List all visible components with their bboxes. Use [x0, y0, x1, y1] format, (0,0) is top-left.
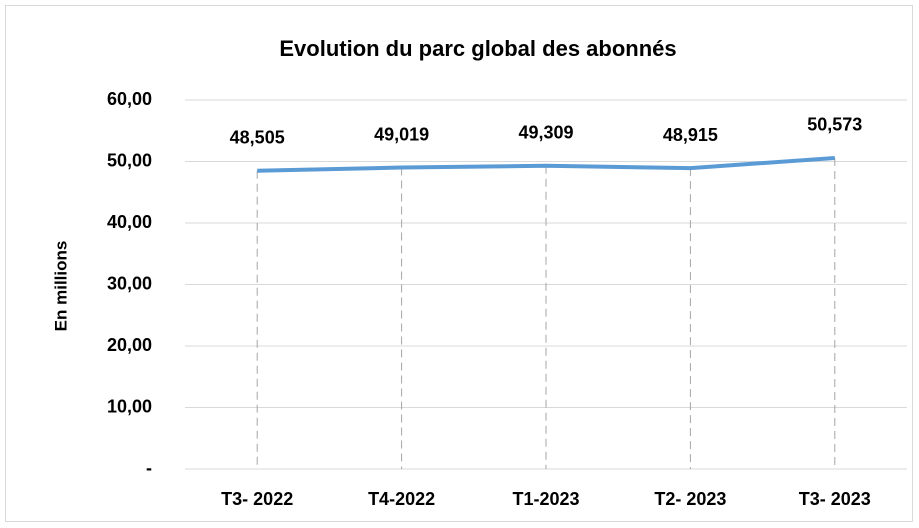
chart-title: Evolution du parc global des abonnés [279, 36, 676, 61]
chart-frame [5, 5, 913, 522]
data-label: 48,915 [663, 125, 718, 145]
y-tick-label: 10,00 [107, 396, 152, 416]
data-label: 50,573 [807, 115, 862, 135]
x-tick-label: T3- 2022 [221, 489, 293, 509]
y-tick-label: 30,00 [107, 273, 152, 293]
y-tick-label: - [146, 458, 152, 478]
y-tick-label: 50,00 [107, 150, 152, 170]
y-axis-label: En millions [51, 241, 70, 332]
y-tick-label: 40,00 [107, 212, 152, 232]
series-line [257, 155, 835, 173]
y-tick-label: 20,00 [107, 335, 152, 355]
data-label: 49,019 [374, 124, 429, 144]
data-label: 48,505 [230, 127, 285, 147]
x-tick-label: T4-2022 [368, 489, 435, 509]
y-tick-label: 60,00 [107, 89, 152, 109]
x-tick-label: T2- 2023 [654, 489, 726, 509]
x-tick-label: T1-2023 [512, 489, 579, 509]
data-label: 49,309 [518, 122, 573, 142]
x-tick-label: T3- 2023 [799, 489, 871, 509]
